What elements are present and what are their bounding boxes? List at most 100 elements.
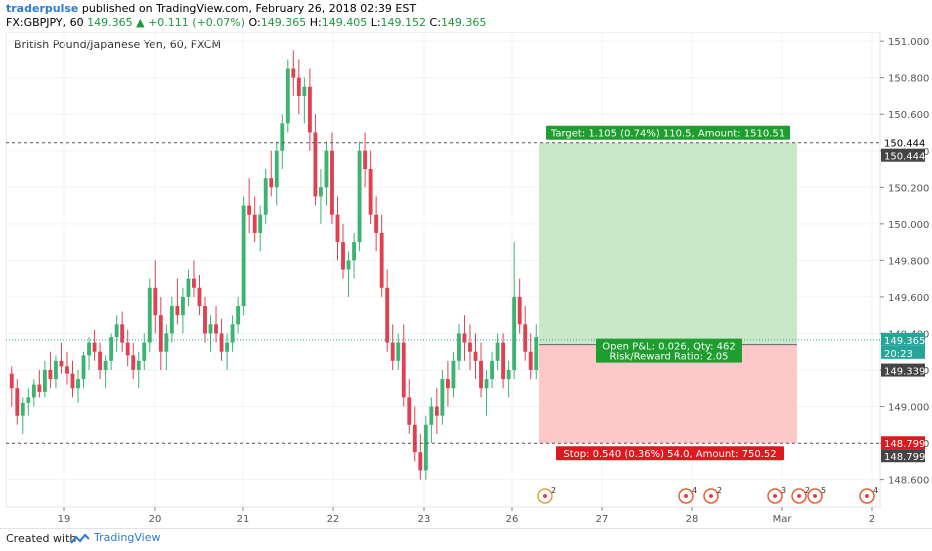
candle-body bbox=[368, 169, 373, 215]
event-count: 2 bbox=[551, 486, 556, 495]
last-price: 149.365 bbox=[87, 16, 133, 29]
candle-body bbox=[153, 287, 158, 316]
candle-body bbox=[219, 333, 224, 352]
candle-body bbox=[203, 306, 207, 334]
candle-body bbox=[385, 287, 390, 343]
publish-header: traderpulse published on TradingView.com… bbox=[6, 2, 416, 16]
chart-title: British Pound/Japanese Yen, 60, FXCM bbox=[14, 38, 221, 51]
candle-body bbox=[445, 379, 450, 389]
event-marker-dot bbox=[797, 494, 801, 498]
low-label: L: bbox=[370, 16, 381, 29]
tradingview-logo-icon bbox=[70, 533, 90, 544]
candle-body bbox=[208, 324, 213, 334]
candle-body bbox=[379, 232, 384, 288]
stop-price-tag-2-bg bbox=[881, 449, 925, 463]
pnl-label-bg bbox=[596, 338, 742, 363]
candle-body bbox=[15, 388, 20, 416]
x-tick-label: Mar bbox=[773, 514, 793, 525]
candle-body bbox=[20, 402, 25, 416]
candle-body bbox=[48, 369, 53, 380]
candle-body bbox=[517, 296, 522, 325]
candle-body bbox=[501, 342, 506, 380]
high-value: 149.405 bbox=[321, 16, 368, 29]
symbol-name: FX:GBPJPY, 60 bbox=[6, 16, 84, 29]
x-tick-label: 19 bbox=[58, 514, 71, 525]
candle-body bbox=[26, 397, 31, 403]
x-tick-label: 26 bbox=[506, 514, 519, 525]
close-value: 149.365 bbox=[440, 16, 487, 29]
candle-body bbox=[247, 205, 252, 215]
candle-body bbox=[528, 351, 533, 370]
candle-body bbox=[81, 355, 86, 380]
candle-body bbox=[396, 342, 401, 361]
candle-body bbox=[31, 384, 36, 398]
candle-body bbox=[9, 373, 14, 389]
candle-body bbox=[434, 406, 439, 416]
target-price-tag-2-bg bbox=[881, 148, 925, 162]
x-tick-label: 2 bbox=[869, 514, 875, 525]
candle-body bbox=[87, 342, 91, 356]
candle-body bbox=[158, 315, 163, 352]
event-marker-dot bbox=[813, 494, 817, 498]
candle-body bbox=[352, 242, 356, 261]
current-price-tag: 149.365 bbox=[884, 336, 925, 347]
candle-body bbox=[269, 178, 274, 188]
tradingview-brand[interactable]: TradingView bbox=[94, 531, 161, 544]
candle-body bbox=[280, 123, 285, 151]
candle-body bbox=[490, 360, 495, 380]
candle-body bbox=[70, 373, 75, 389]
candle-body bbox=[76, 379, 80, 389]
event-marker-dot bbox=[709, 494, 713, 498]
stop-label-bg bbox=[556, 446, 784, 461]
rr-label: Risk/Reward Ratio: 2.05 bbox=[609, 352, 728, 363]
author-link[interactable]: traderpulse bbox=[6, 2, 79, 15]
x-tick-label: 28 bbox=[686, 514, 699, 525]
candle-body bbox=[534, 337, 539, 370]
target-label: Target: 1.105 (0.74%) 110.5, Amount: 151… bbox=[550, 129, 785, 140]
stop-price-tag-2: 148.799 bbox=[884, 452, 925, 463]
stop-label: Stop: 0.540 (0.36%) 54.0, Amount: 750.52 bbox=[563, 449, 776, 460]
candle-body bbox=[335, 214, 340, 243]
candle-body bbox=[65, 366, 69, 374]
open-label: O: bbox=[248, 16, 261, 29]
target-price-tag-2: 150.444 bbox=[884, 152, 925, 163]
candle-body bbox=[42, 369, 47, 392]
candle-body bbox=[59, 360, 64, 367]
high-label: H: bbox=[309, 16, 322, 29]
candle-body bbox=[186, 278, 191, 297]
candle-body bbox=[363, 150, 368, 170]
candlestick-chart[interactable]: British Pound/Japanese Yen, 60, FXCM 148… bbox=[5, 31, 930, 528]
symbol-line: FX:GBPJPY, 60 149.365 ▲ +0.111 (+0.07%) … bbox=[6, 16, 486, 30]
open-value: 149.365 bbox=[260, 16, 307, 29]
event-count: 4 bbox=[692, 486, 697, 495]
y-tick-label: 150.800 bbox=[888, 74, 929, 85]
candle-body bbox=[180, 296, 185, 316]
chart-area[interactable]: British Pound/Japanese Yen, 60, FXCM 148… bbox=[5, 31, 930, 528]
candle-body bbox=[258, 214, 263, 233]
footer: Created with TradingView bbox=[0, 528, 932, 551]
candle-body bbox=[214, 324, 218, 334]
candle-body bbox=[313, 132, 318, 197]
y-tick-label: 151.000 bbox=[888, 37, 929, 48]
y-tick-label: 149.800 bbox=[888, 256, 929, 267]
candle-body bbox=[468, 342, 472, 352]
target-label-bg bbox=[546, 125, 790, 140]
y-tick-label: 148.600 bbox=[888, 476, 929, 487]
pnl-label: Open P&L: 0.026, Qty: 462 bbox=[602, 342, 735, 353]
y-tick-label: 150.000 bbox=[888, 220, 929, 231]
event-marker-dot bbox=[865, 494, 869, 498]
countdown-tag: 20:23 bbox=[884, 349, 913, 360]
y-tick-label: 150.200 bbox=[888, 183, 929, 194]
candle-body bbox=[37, 384, 42, 392]
candle-body bbox=[512, 296, 517, 370]
candle-body bbox=[473, 351, 478, 361]
candle-body bbox=[175, 306, 180, 316]
candle-body bbox=[114, 324, 119, 338]
candle-body bbox=[192, 278, 196, 288]
countdown-tag-bg bbox=[881, 345, 925, 359]
x-tick-label: 27 bbox=[596, 514, 609, 525]
candle-body bbox=[197, 287, 202, 307]
x-tick-label: 22 bbox=[327, 514, 340, 525]
candle-body bbox=[401, 342, 406, 398]
candle-body bbox=[236, 306, 241, 325]
